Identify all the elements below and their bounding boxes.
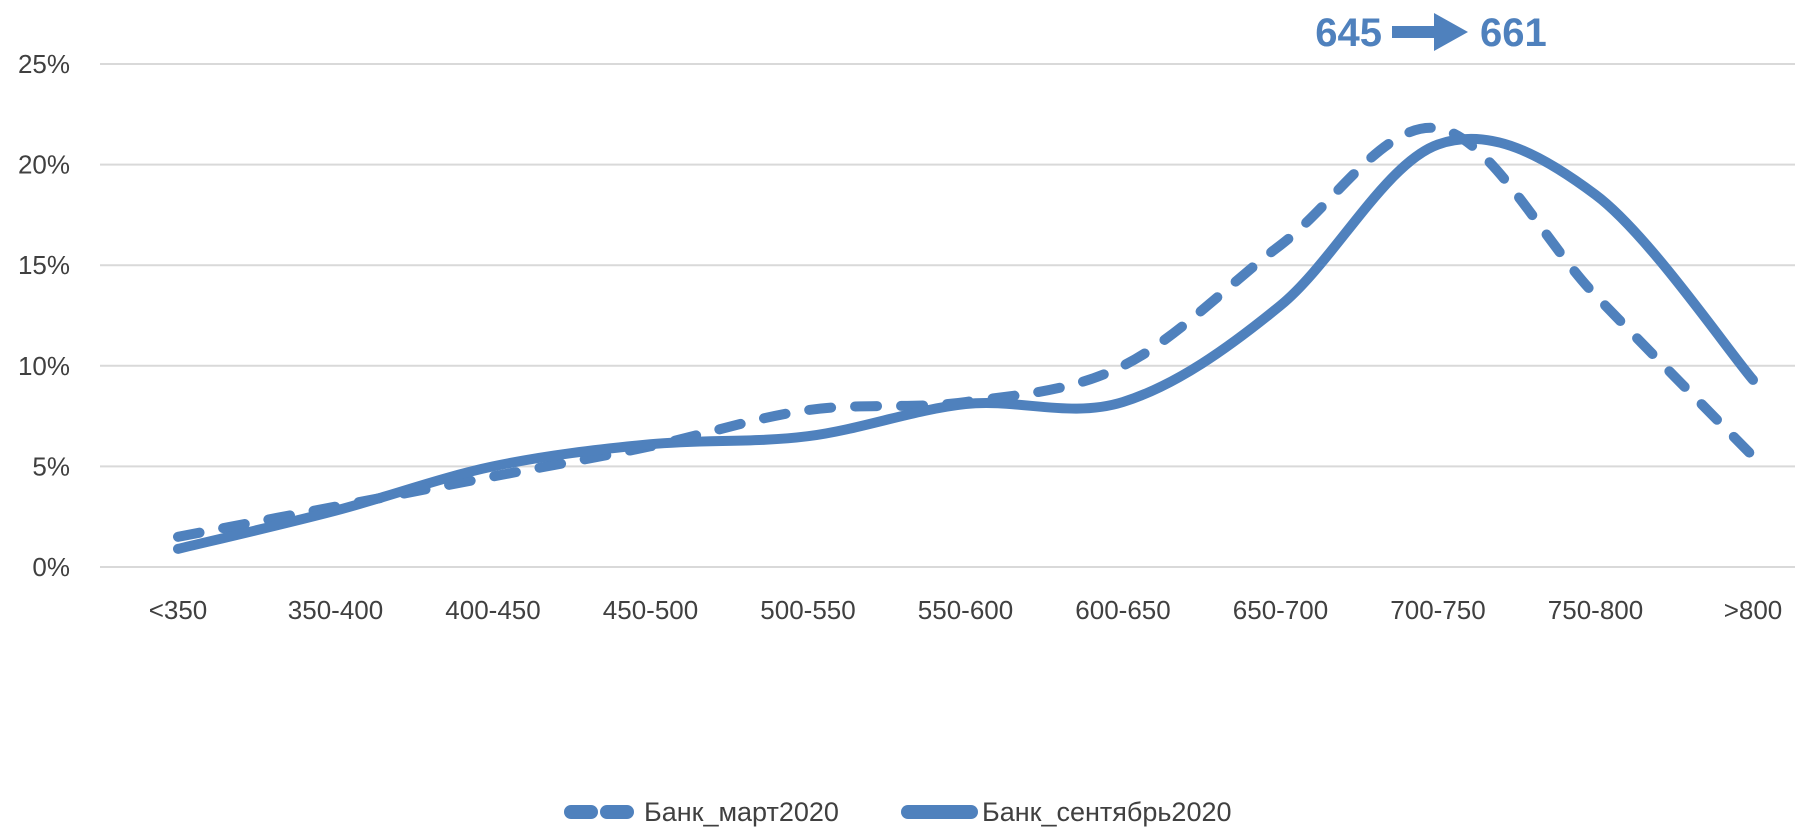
arrow-right-icon [1392, 13, 1468, 51]
x-tick-label: 400-450 [445, 595, 540, 625]
y-tick-label: 15% [18, 250, 70, 280]
series-line-march [173, 122, 1758, 542]
x-tick-label: 600-650 [1075, 595, 1170, 625]
series-lines [173, 122, 1758, 554]
y-axis-ticks: 0% 5% 10% 15% 20% 25% [18, 49, 70, 582]
annotation: 645 661 [1315, 11, 1547, 55]
annotation-to: 661 [1480, 11, 1547, 55]
x-tick-label: >800 [1724, 595, 1783, 625]
x-tick-label: 350-400 [288, 595, 383, 625]
x-tick-label: 700-750 [1390, 595, 1485, 625]
x-axis-ticks: <350 350-400 400-450 450-500 500-550 550-600 6… [149, 595, 1783, 625]
x-tick-label: <350 [149, 595, 208, 625]
legend-label-september: Банк_сентябрь2020 [982, 797, 1232, 827]
series-line-september [173, 133, 1758, 554]
y-tick-label: 25% [18, 49, 70, 79]
x-tick-label: 750-800 [1548, 595, 1643, 625]
legend: Банк_март2020 Банк_сентябрь2020 [564, 797, 1232, 827]
legend-label-march: Банк_март2020 [644, 797, 839, 827]
annotation-from: 645 [1315, 11, 1382, 55]
gridlines [100, 63, 1795, 568]
x-tick-label: 500-550 [760, 595, 855, 625]
x-tick-label: 450-500 [603, 595, 698, 625]
x-tick-label: 550-600 [918, 595, 1013, 625]
x-tick-label: 650-700 [1233, 595, 1328, 625]
y-tick-label: 0% [32, 552, 70, 582]
y-tick-label: 20% [18, 150, 70, 180]
y-tick-label: 10% [18, 351, 70, 381]
legend-item-march: Банк_март2020 [564, 797, 839, 827]
y-tick-label: 5% [32, 451, 70, 481]
legend-item-september: Банк_сентябрь2020 [901, 797, 1232, 827]
